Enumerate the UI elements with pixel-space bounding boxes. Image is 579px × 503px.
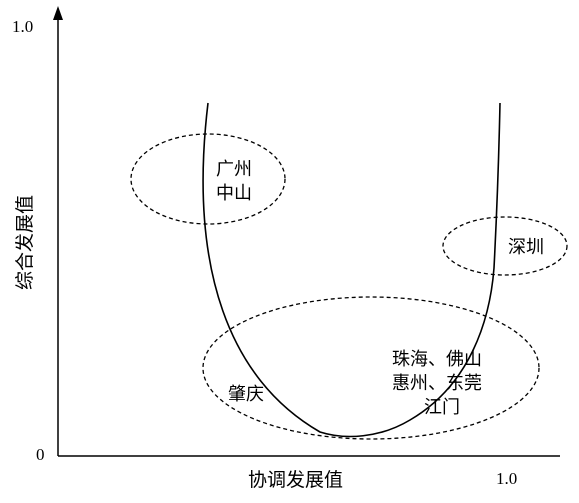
x-axis-title: 协调发展值 (248, 469, 343, 491)
ellipse-group-lower (202, 296, 540, 440)
label-jiangmen: 江门 (424, 397, 460, 418)
label-zhaoqing: 肇庆 (228, 384, 264, 405)
ellipse-group-guangzhou-zhongshan (130, 133, 286, 225)
label-shenzhen: 深圳 (508, 237, 544, 258)
label-zhuhai-foshan: 珠海、佛山 (392, 349, 482, 370)
label-zhongshan: 中山 (216, 183, 252, 204)
x-max-label: 1.0 (496, 469, 517, 488)
y-max-label: 1.0 (12, 17, 33, 36)
label-huizhou-dongguan: 惠州、东莞 (392, 373, 482, 394)
label-guangzhou: 广州 (216, 159, 252, 180)
y-axis-arrow (53, 6, 63, 20)
y-axis-title: 综合发展值 (14, 195, 36, 290)
u-curve (202, 102, 501, 438)
origin-label: 0 (36, 445, 45, 464)
ellipse-group-shenzhen (442, 216, 568, 276)
